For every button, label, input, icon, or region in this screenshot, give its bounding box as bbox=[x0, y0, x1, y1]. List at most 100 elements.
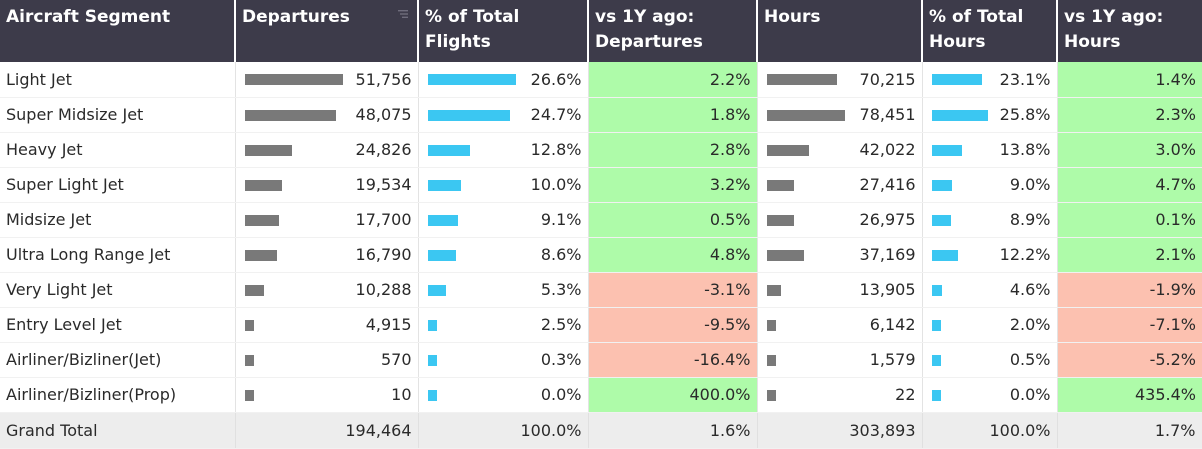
departures-bar bbox=[244, 214, 279, 226]
total-vs-hours: 1.7% bbox=[1057, 412, 1202, 449]
vs-hours-cell: -1.9% bbox=[1057, 272, 1202, 308]
segment-label-value: Midsize Jet bbox=[6, 210, 92, 229]
pct-hours-bar bbox=[931, 284, 942, 296]
pct-hours-cell-value: 23.1% bbox=[999, 69, 1051, 89]
departures-bar bbox=[244, 144, 292, 156]
pct-hours-cell-value: 9.0% bbox=[1009, 175, 1051, 194]
sort-icon[interactable] bbox=[397, 8, 409, 20]
hours-cell-value: 22 bbox=[895, 385, 916, 404]
vs-departures-cell-value: 2.2% bbox=[709, 69, 751, 89]
vs-hours-cell: 3.0% bbox=[1057, 132, 1202, 168]
pct-flights-cell-value: 24.7% bbox=[530, 105, 582, 124]
pct-flights-cell-value: 10.0% bbox=[530, 175, 582, 194]
vs-departures-cell-value: 1.8% bbox=[709, 105, 751, 124]
table-row: Super Light Jet 19,534 10.0% 3.2% 27,416 9.0%… bbox=[0, 167, 1202, 203]
segment-label: Airliner/Bizliner(Prop) bbox=[0, 377, 236, 413]
segment-label-value: Light Jet bbox=[6, 69, 72, 89]
vs-hours-cell: 435.4% bbox=[1057, 377, 1202, 413]
pct-flights-cell-value: 0.0% bbox=[540, 385, 582, 404]
departures-bar bbox=[244, 179, 282, 191]
pct-hours-bar bbox=[931, 319, 941, 331]
segment-label: Heavy Jet bbox=[0, 132, 236, 168]
hours-cell-value: 27,416 bbox=[859, 175, 916, 194]
hours-cell-value: 37,169 bbox=[859, 245, 916, 264]
segment-label-value: Heavy Jet bbox=[6, 140, 83, 159]
pct-flights-cell-value: 5.3% bbox=[540, 280, 582, 299]
total-pct-flights: 100.0% bbox=[418, 412, 589, 449]
pct-flights-cell: 26.6% bbox=[418, 62, 589, 98]
segment-label: Airliner/Bizliner(Jet) bbox=[0, 342, 236, 378]
pct-flights-bar bbox=[427, 249, 456, 261]
pct-hours-cell-value: 25.8% bbox=[999, 105, 1051, 124]
hours-cell-value: 42,022 bbox=[859, 140, 916, 159]
hours-bar bbox=[766, 109, 845, 121]
pct-hours-cell: 2.0% bbox=[922, 307, 1058, 343]
hours-cell-value: 26,975 bbox=[859, 210, 916, 229]
pct-flights-cell-value: 0.3% bbox=[540, 350, 582, 369]
vs-hours-cell: 2.1% bbox=[1057, 237, 1202, 273]
pct-hours-bar bbox=[931, 179, 952, 191]
pct-hours-cell-value: 2.0% bbox=[1009, 315, 1051, 334]
hours-cell: 6,142 bbox=[757, 307, 923, 343]
vs-hours-cell: 4.7% bbox=[1057, 167, 1202, 203]
header-hours[interactable]: Hours bbox=[757, 0, 923, 62]
hours-bar bbox=[766, 249, 804, 261]
pct-hours-cell-value: 0.0% bbox=[1009, 385, 1051, 404]
hours-cell: 42,022 bbox=[757, 132, 923, 168]
vs-departures-cell-value: -16.4% bbox=[693, 350, 751, 369]
vs-hours-cell-value: 435.4% bbox=[1134, 385, 1196, 404]
pct-hours-bar bbox=[931, 249, 958, 261]
header-vs-1y-departures[interactable]: vs 1Y ago: Departures bbox=[588, 0, 758, 62]
total-label: Grand Total bbox=[0, 412, 236, 449]
table-row: Airliner/Bizliner(Prop) 10 0.0% 400.0% 22 0.0… bbox=[0, 377, 1202, 413]
hours-cell-value: 78,451 bbox=[859, 105, 916, 124]
departures-cell-value: 570 bbox=[380, 350, 412, 369]
vs-hours-cell: -7.1% bbox=[1057, 307, 1202, 343]
pct-hours-cell-value: 4.6% bbox=[1009, 280, 1051, 299]
departures-cell: 48,075 bbox=[235, 97, 419, 133]
header-vs-1y-hours[interactable]: vs 1Y ago: Hours bbox=[1057, 0, 1202, 62]
departures-cell: 24,826 bbox=[235, 132, 419, 168]
pct-flights-cell: 2.5% bbox=[418, 307, 589, 343]
vs-departures-cell: 4.8% bbox=[588, 237, 758, 273]
header-aircraft-segment[interactable]: Aircraft Segment bbox=[0, 0, 236, 62]
vs-departures-cell-value: 3.2% bbox=[709, 175, 751, 194]
segment-label-value: Very Light Jet bbox=[6, 280, 113, 299]
pct-hours-cell: 25.8% bbox=[922, 97, 1058, 133]
vs-hours-cell-value: 1.4% bbox=[1155, 69, 1196, 89]
vs-hours-cell-value: 2.1% bbox=[1155, 245, 1196, 264]
pct-flights-cell: 24.7% bbox=[418, 97, 589, 133]
segment-label-value: Airliner/Bizliner(Jet) bbox=[6, 350, 162, 369]
departures-cell-value: 10 bbox=[391, 385, 412, 404]
vs-departures-cell-value: 4.8% bbox=[709, 245, 751, 264]
header-departures-label: Departures bbox=[242, 7, 350, 27]
vs-hours-cell: 1.4% bbox=[1057, 62, 1202, 98]
segment-label: Super Midsize Jet bbox=[0, 97, 236, 133]
vs-departures-cell: 400.0% bbox=[588, 377, 758, 413]
table-row: Midsize Jet 17,700 9.1% 0.5% 26,975 8.9% 0.1% bbox=[0, 202, 1202, 238]
pct-hours-cell: 13.8% bbox=[922, 132, 1058, 168]
table-row: Light Jet 51,756 26.6% 2.2% 70,215 23.1% 1.4% bbox=[0, 62, 1202, 98]
header-pct-total-flights[interactable]: % of Total Flights bbox=[418, 0, 589, 62]
header-pct-total-hours[interactable]: % of Total Hours bbox=[922, 0, 1058, 62]
total-departures: 194,464 bbox=[235, 412, 419, 449]
hours-bar bbox=[766, 74, 837, 85]
departures-bar bbox=[244, 319, 254, 331]
pct-hours-cell-value: 0.5% bbox=[1009, 350, 1051, 369]
hours-bar bbox=[766, 319, 776, 331]
pct-hours-bar bbox=[931, 354, 941, 366]
vs-departures-cell-value: -3.1% bbox=[704, 280, 751, 299]
departures-cell: 10,288 bbox=[235, 272, 419, 308]
departures-cell-value: 16,790 bbox=[355, 245, 412, 264]
header-departures[interactable]: Departures bbox=[235, 0, 419, 62]
table-row: Super Midsize Jet 48,075 24.7% 1.8% 78,451 25… bbox=[0, 97, 1202, 133]
total-vs-departures: 1.6% bbox=[588, 412, 758, 449]
hours-bar bbox=[766, 284, 781, 296]
pct-hours-cell-value: 12.2% bbox=[999, 245, 1051, 264]
hours-cell: 78,451 bbox=[757, 97, 923, 133]
segment-label: Light Jet bbox=[0, 62, 236, 98]
departures-cell: 17,700 bbox=[235, 202, 419, 238]
pct-flights-cell: 12.8% bbox=[418, 132, 589, 168]
departures-cell: 51,756 bbox=[235, 62, 419, 98]
